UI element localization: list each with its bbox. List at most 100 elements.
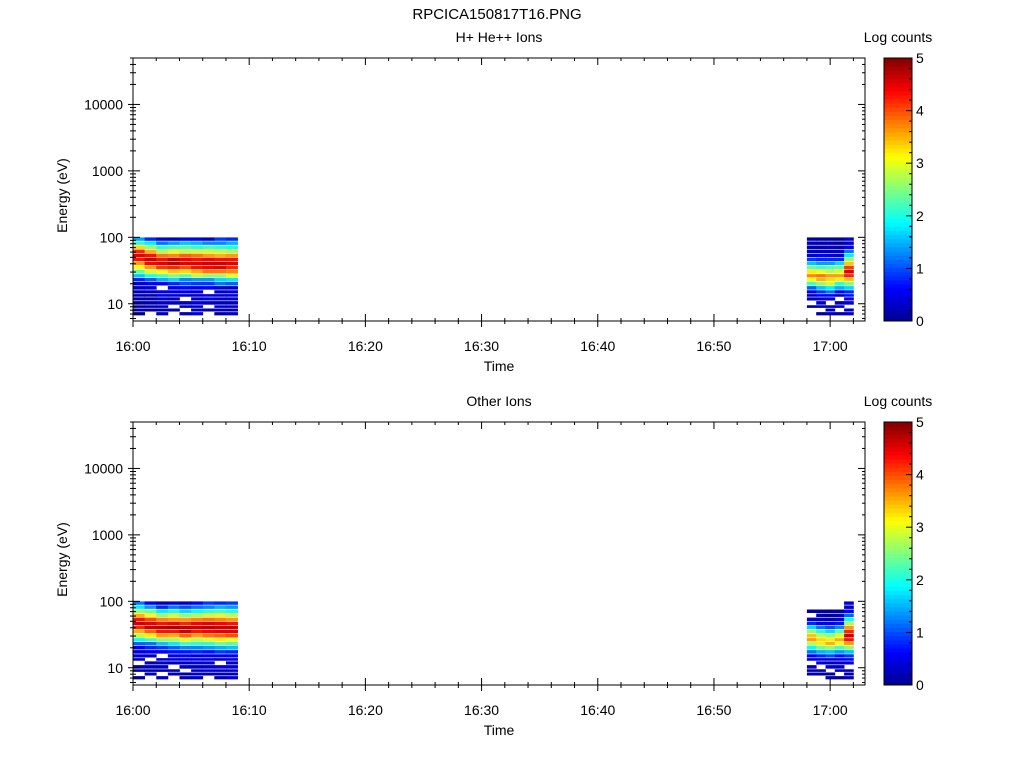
spectrogram-cell bbox=[167, 281, 180, 286]
spectrogram-cell bbox=[202, 286, 215, 290]
spectrogram-cell bbox=[144, 257, 157, 262]
colorbar-segment bbox=[884, 475, 912, 481]
spectrogram-cell bbox=[179, 629, 192, 634]
spectrogram-cell bbox=[225, 265, 238, 270]
spectrogram-cell bbox=[179, 312, 192, 316]
spectrogram-cell bbox=[133, 638, 146, 642]
spectrogram-cell bbox=[202, 609, 215, 613]
spectrogram-cell bbox=[825, 274, 836, 278]
spectrogram-cell bbox=[179, 621, 192, 626]
spectrogram-cell bbox=[156, 257, 169, 262]
spectrogram-cell bbox=[806, 297, 817, 301]
colorbar-segment bbox=[884, 275, 912, 281]
panel-title: H+ He++ Ions bbox=[456, 29, 543, 45]
spectrogram-cell bbox=[825, 609, 836, 613]
spectrogram-cell bbox=[214, 290, 227, 294]
spectrogram-cell bbox=[816, 286, 826, 290]
colorbar-segment bbox=[884, 430, 912, 435]
spectrogram-cell bbox=[816, 290, 826, 294]
spectrogram-cell bbox=[156, 253, 169, 258]
spectrogram-cell bbox=[191, 645, 204, 650]
spectrogram-cell bbox=[825, 625, 836, 630]
spectrogram-cell bbox=[816, 650, 826, 654]
spectrogram-cell bbox=[214, 249, 227, 253]
spectrogram-cell bbox=[179, 261, 192, 266]
spectrogram-cell bbox=[167, 301, 180, 305]
colorbar: 0 1 2 3 4 5 Log counts bbox=[864, 393, 933, 693]
spectrogram-cell bbox=[825, 638, 836, 642]
spectrogram-cell bbox=[156, 617, 169, 622]
spectrogram-cell bbox=[167, 645, 180, 650]
colorbar-segment bbox=[884, 308, 912, 314]
colorbar-segment bbox=[884, 242, 912, 248]
spectrogram-cell bbox=[167, 290, 180, 294]
spectrogram-cell bbox=[816, 613, 826, 617]
colorbar-segment bbox=[884, 62, 912, 67]
spectrogram-cell bbox=[214, 617, 227, 622]
spectrogram-cell bbox=[844, 654, 854, 658]
colorbar-segment bbox=[884, 255, 912, 260]
spectrogram-cell bbox=[825, 305, 836, 308]
spectrogram-cell bbox=[133, 665, 146, 669]
spectrogram-cell bbox=[214, 613, 227, 617]
spectrogram-cell bbox=[202, 605, 215, 609]
spectrogram-cells bbox=[133, 601, 854, 680]
y-tick-label: 1000 bbox=[92, 527, 123, 543]
spectrogram-cell bbox=[844, 265, 854, 270]
spectrogram-cell bbox=[825, 661, 836, 665]
spectrogram-cell bbox=[167, 669, 180, 672]
spectrogram-cell bbox=[825, 658, 836, 661]
x-tick-label: 17:00 bbox=[813, 338, 848, 354]
spectrogram-cell bbox=[167, 613, 180, 617]
colorbar-segment bbox=[884, 532, 912, 538]
spectrogram-cell bbox=[191, 605, 204, 609]
spectrogram-cell bbox=[191, 269, 204, 274]
colorbar-segment bbox=[884, 438, 912, 444]
colorbar-segment bbox=[884, 668, 912, 674]
spectrogram-cell bbox=[179, 638, 192, 642]
spectrogram-cell bbox=[225, 257, 238, 262]
colorbar-segment bbox=[884, 271, 912, 277]
colorbar-segment bbox=[884, 569, 912, 575]
spectrogram-cell bbox=[806, 290, 817, 294]
colorbar-segment bbox=[884, 594, 912, 600]
spectrogram-cell bbox=[202, 654, 215, 658]
spectrogram-cell bbox=[816, 672, 826, 676]
spectrogram-cell bbox=[214, 633, 227, 638]
spectrogram-cell bbox=[825, 641, 836, 646]
spectrogram-cell bbox=[806, 253, 817, 258]
x-tick-label: 17:00 bbox=[813, 702, 848, 718]
spectrogram-cell bbox=[825, 676, 836, 680]
spectrogram-cell bbox=[156, 245, 169, 249]
spectrogram-cell bbox=[191, 669, 204, 672]
colorbar-segment bbox=[884, 524, 912, 530]
spectrogram-cell bbox=[133, 676, 146, 680]
colorbar-segment bbox=[884, 111, 912, 117]
spectrogram-cell bbox=[214, 629, 227, 634]
spectrogram-cell bbox=[133, 669, 146, 672]
colorbar-segment bbox=[884, 312, 912, 318]
x-tick-label: 16:10 bbox=[232, 338, 267, 354]
spectrogram-cell bbox=[191, 617, 204, 622]
spectrogram-cell bbox=[133, 641, 146, 646]
spectrogram-cell bbox=[191, 658, 204, 661]
colorbar-segment bbox=[884, 197, 912, 203]
y-tick-label: 10000 bbox=[84, 460, 123, 476]
colorbar-segment bbox=[884, 127, 912, 133]
spectrogram-cell bbox=[144, 621, 157, 626]
spectrogram-cell bbox=[834, 265, 845, 270]
spectrogram-cell bbox=[191, 613, 204, 617]
spectrogram-cell bbox=[806, 629, 817, 634]
spectrogram-cell bbox=[844, 286, 854, 290]
spectrogram-cell bbox=[179, 245, 192, 249]
spectrogram-cell bbox=[133, 294, 146, 297]
spectrogram-cell bbox=[816, 658, 826, 661]
spectrogram-cell bbox=[156, 297, 169, 301]
spectrogram-cell bbox=[214, 257, 227, 262]
spectrogram-cell bbox=[806, 261, 817, 266]
spectrogram-cell bbox=[133, 308, 146, 312]
spectrogram-cell bbox=[806, 294, 817, 297]
spectrogram-cell bbox=[144, 261, 157, 266]
colorbar-segment bbox=[884, 284, 912, 289]
spectrogram-cell bbox=[844, 301, 854, 305]
